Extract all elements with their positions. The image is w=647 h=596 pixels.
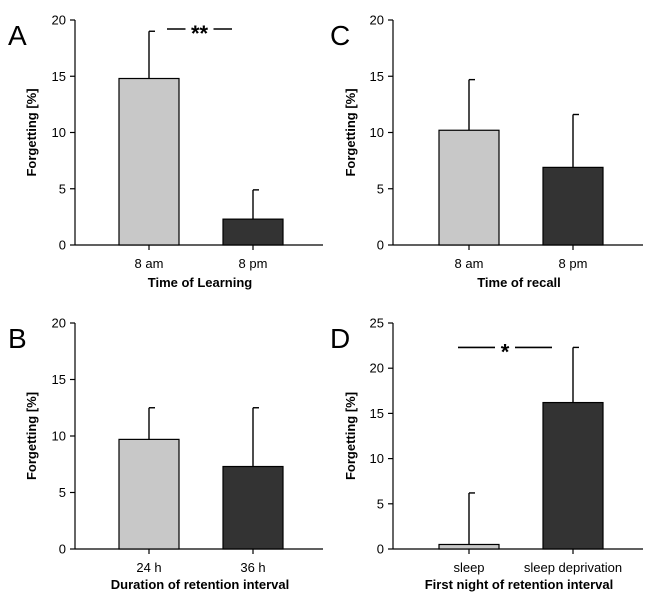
- y-axis-label: Forgetting [%]: [24, 88, 39, 176]
- x-tick-label: 8 pm: [239, 256, 268, 271]
- x-tick-label: sleep deprivation: [524, 560, 622, 575]
- x-tick-label: 36 h: [240, 560, 265, 575]
- bar: [438, 129, 500, 246]
- y-tick-label: 0: [59, 238, 66, 253]
- y-tick-label: 10: [370, 125, 384, 140]
- y-axis-label: Forgetting [%]: [343, 392, 358, 480]
- x-axis-label: Duration of retention interval: [111, 577, 289, 592]
- x-axis-label: Time of Learning: [148, 275, 253, 290]
- panel-d: D 0 5 10 15 20 25 sleep sleep deprivation First n…: [330, 316, 643, 592]
- panel-label: D: [330, 323, 350, 354]
- x-axis-label: First night of retention interval: [425, 577, 614, 592]
- bar: [118, 77, 180, 246]
- y-axis-label: Forgetting [%]: [24, 392, 39, 480]
- panel-label: C: [330, 20, 350, 51]
- y-tick-label: 0: [377, 238, 384, 253]
- y-tick-label: 25: [370, 316, 384, 331]
- y-tick-label: 0: [59, 542, 66, 557]
- y-tick-label: 15: [370, 69, 384, 84]
- y-tick-label: 0: [377, 542, 384, 557]
- x-tick-label: 8 pm: [559, 256, 588, 271]
- y-tick-label: 10: [370, 451, 384, 466]
- panel-label: B: [8, 323, 27, 354]
- y-tick-label: 5: [59, 485, 66, 500]
- panel-label: A: [8, 20, 27, 51]
- x-axis-label: Time of recall: [477, 275, 561, 290]
- bar: [542, 401, 604, 550]
- y-tick-label: 15: [52, 69, 66, 84]
- x-tick-label: sleep: [453, 560, 484, 575]
- panel-b: B 0 5 10 15 20 24 h 36 h Duration of retention i…: [8, 316, 323, 592]
- y-tick-label: 5: [377, 181, 384, 196]
- significance-label: **: [191, 21, 209, 46]
- panel-a: A 0 5 10 15 20 8 am 8 pm Time of Learning Forgett…: [8, 13, 323, 290]
- y-tick-label: 10: [52, 125, 66, 140]
- bar: [542, 166, 604, 246]
- y-tick-label: 15: [52, 372, 66, 387]
- y-tick-label: 5: [377, 496, 384, 511]
- bar: [118, 438, 180, 550]
- y-tick-label: 10: [52, 429, 66, 444]
- y-tick-label: 20: [52, 316, 66, 331]
- significance-label: *: [501, 339, 510, 364]
- y-tick-label: 5: [59, 181, 66, 196]
- y-tick-label: 15: [370, 406, 384, 421]
- bar: [222, 465, 284, 550]
- bar: [222, 218, 284, 246]
- bar: [438, 543, 500, 550]
- y-tick-label: 20: [370, 361, 384, 376]
- x-tick-label: 24 h: [136, 560, 161, 575]
- panel-c: C 0 5 10 15 20 8 am 8 pm Time of recall Forgettin…: [330, 13, 643, 290]
- y-tick-label: 20: [370, 13, 384, 28]
- x-tick-label: 8 am: [135, 256, 164, 271]
- y-tick-label: 20: [52, 13, 66, 28]
- y-axis-label: Forgetting [%]: [343, 88, 358, 176]
- x-tick-label: 8 am: [455, 256, 484, 271]
